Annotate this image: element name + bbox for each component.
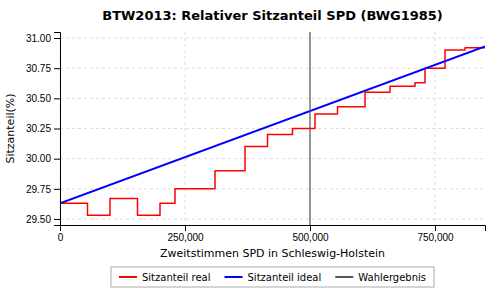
grid-line [60, 158, 485, 159]
legend-label: Sitzanteil real [142, 272, 211, 283]
y-axis: 29.50 29.75 30.00 30.25 30.50 30.75 31.00 [26, 33, 61, 226]
grid-line [60, 68, 485, 69]
grid-line [60, 128, 485, 129]
legend-swatch [225, 276, 243, 278]
legend-item: Sitzanteil ideal [225, 272, 322, 283]
tick: 30.00 [26, 153, 60, 164]
plot: 0 250,000 500,000 750,000 29.50 29.75 30.00 30.… [26, 32, 486, 243]
y-axis-title: Sitzanteil(%) [4, 93, 17, 163]
tick: 250,000 [167, 225, 204, 243]
tick-mark [54, 98, 60, 99]
tick: 750,000 [417, 225, 454, 243]
title: BTW2013: Relativer Sitzanteil SPD (BWG19… [102, 8, 443, 23]
tick-label: 31.00 [26, 33, 51, 44]
grid-line [60, 38, 485, 39]
marks [60, 32, 485, 225]
tick-mark [54, 189, 60, 190]
tick: 30.50 [26, 93, 60, 104]
tick-mark [54, 159, 60, 160]
grid-line [435, 32, 436, 225]
tick: 29.75 [26, 184, 60, 195]
grid-line [60, 98, 485, 99]
chart: 0 250,000 500,000 750,000 29.50 29.75 30.00 30.… [0, 0, 500, 300]
tick-label: 500,000 [292, 232, 329, 243]
series-line [60, 48, 485, 216]
legend: Sitzanteil real Sitzanteil ideal Wahlergeb… [111, 267, 434, 287]
legend-item: Wahlergebnis [335, 272, 426, 283]
tick: 500,000 [292, 225, 329, 243]
x-axis-title: Zweitstimmen SPD in Schleswig-Holstein [160, 247, 385, 260]
tick-mark [54, 219, 60, 220]
axis-line [61, 226, 486, 232]
legend-label: Sitzanteil ideal [248, 272, 322, 283]
tick-label: 750,000 [417, 232, 454, 243]
tick: 30.75 [26, 63, 60, 74]
legend-swatch [119, 276, 137, 278]
x-axis: 0 250,000 500,000 750,000 [58, 225, 486, 243]
tick-label: 30.25 [26, 123, 51, 134]
tick-label: 30.75 [26, 63, 51, 74]
tick-mark [54, 129, 60, 130]
tick-label: 0 [58, 232, 64, 243]
tick: 29.50 [26, 214, 60, 225]
grid-line [185, 32, 186, 225]
tick-label: 29.75 [26, 184, 51, 195]
legend-label: Wahlergebnis [358, 272, 426, 283]
axis-line [54, 33, 61, 226]
tick: 30.25 [26, 123, 60, 134]
series-line [60, 46, 485, 203]
tick: 31.00 [26, 33, 60, 44]
tick-mark [435, 225, 436, 231]
vertical-line [309, 32, 310, 225]
tick-label: 250,000 [167, 232, 204, 243]
tick: 0 [58, 225, 64, 243]
tick-mark [310, 225, 311, 231]
tick-label: 30.50 [26, 93, 51, 104]
legend-box [111, 267, 434, 287]
grid-line [310, 32, 311, 225]
tick-label: 29.50 [26, 214, 51, 225]
grid-line [60, 218, 485, 219]
tick-mark [185, 225, 186, 231]
legend-swatch [335, 276, 353, 278]
tick-mark [54, 38, 60, 39]
grid [60, 32, 485, 225]
tick-mark [54, 68, 60, 69]
legend-item: Sitzanteil real [119, 272, 211, 283]
tick-label: 30.00 [26, 153, 51, 164]
grid-line [60, 188, 485, 189]
